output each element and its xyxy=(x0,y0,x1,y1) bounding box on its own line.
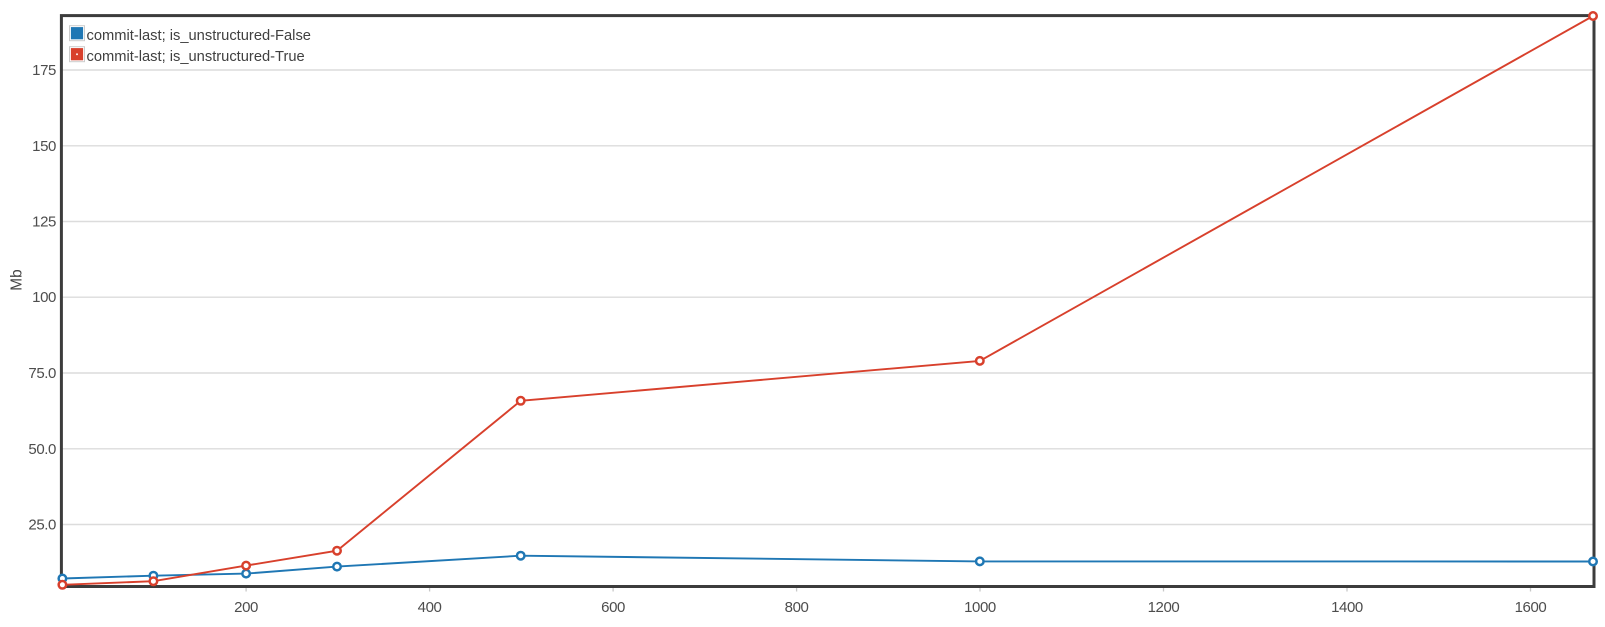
svg-text:200: 200 xyxy=(234,599,258,616)
svg-text:150: 150 xyxy=(32,138,56,155)
svg-text:800: 800 xyxy=(785,599,809,616)
svg-text:400: 400 xyxy=(418,599,442,616)
svg-text:Mb: Mb xyxy=(9,269,26,290)
svg-text:600: 600 xyxy=(601,599,625,616)
svg-text:1400: 1400 xyxy=(1331,599,1363,616)
svg-text:100: 100 xyxy=(32,289,56,306)
svg-text:25.0: 25.0 xyxy=(28,517,56,534)
svg-text:75.0: 75.0 xyxy=(28,365,56,382)
svg-text:50.0: 50.0 xyxy=(28,441,56,458)
svg-text:175: 175 xyxy=(32,62,56,79)
svg-text:125: 125 xyxy=(32,214,56,231)
svg-text:1600: 1600 xyxy=(1515,599,1547,616)
svg-text:1000: 1000 xyxy=(964,599,996,616)
svg-text:commit-last; is_unstructured-T: commit-last; is_unstructured-True xyxy=(87,49,305,65)
svg-text:commit-last; is_unstructured-F: commit-last; is_unstructured-False xyxy=(87,28,311,44)
svg-text:1200: 1200 xyxy=(1148,599,1180,616)
